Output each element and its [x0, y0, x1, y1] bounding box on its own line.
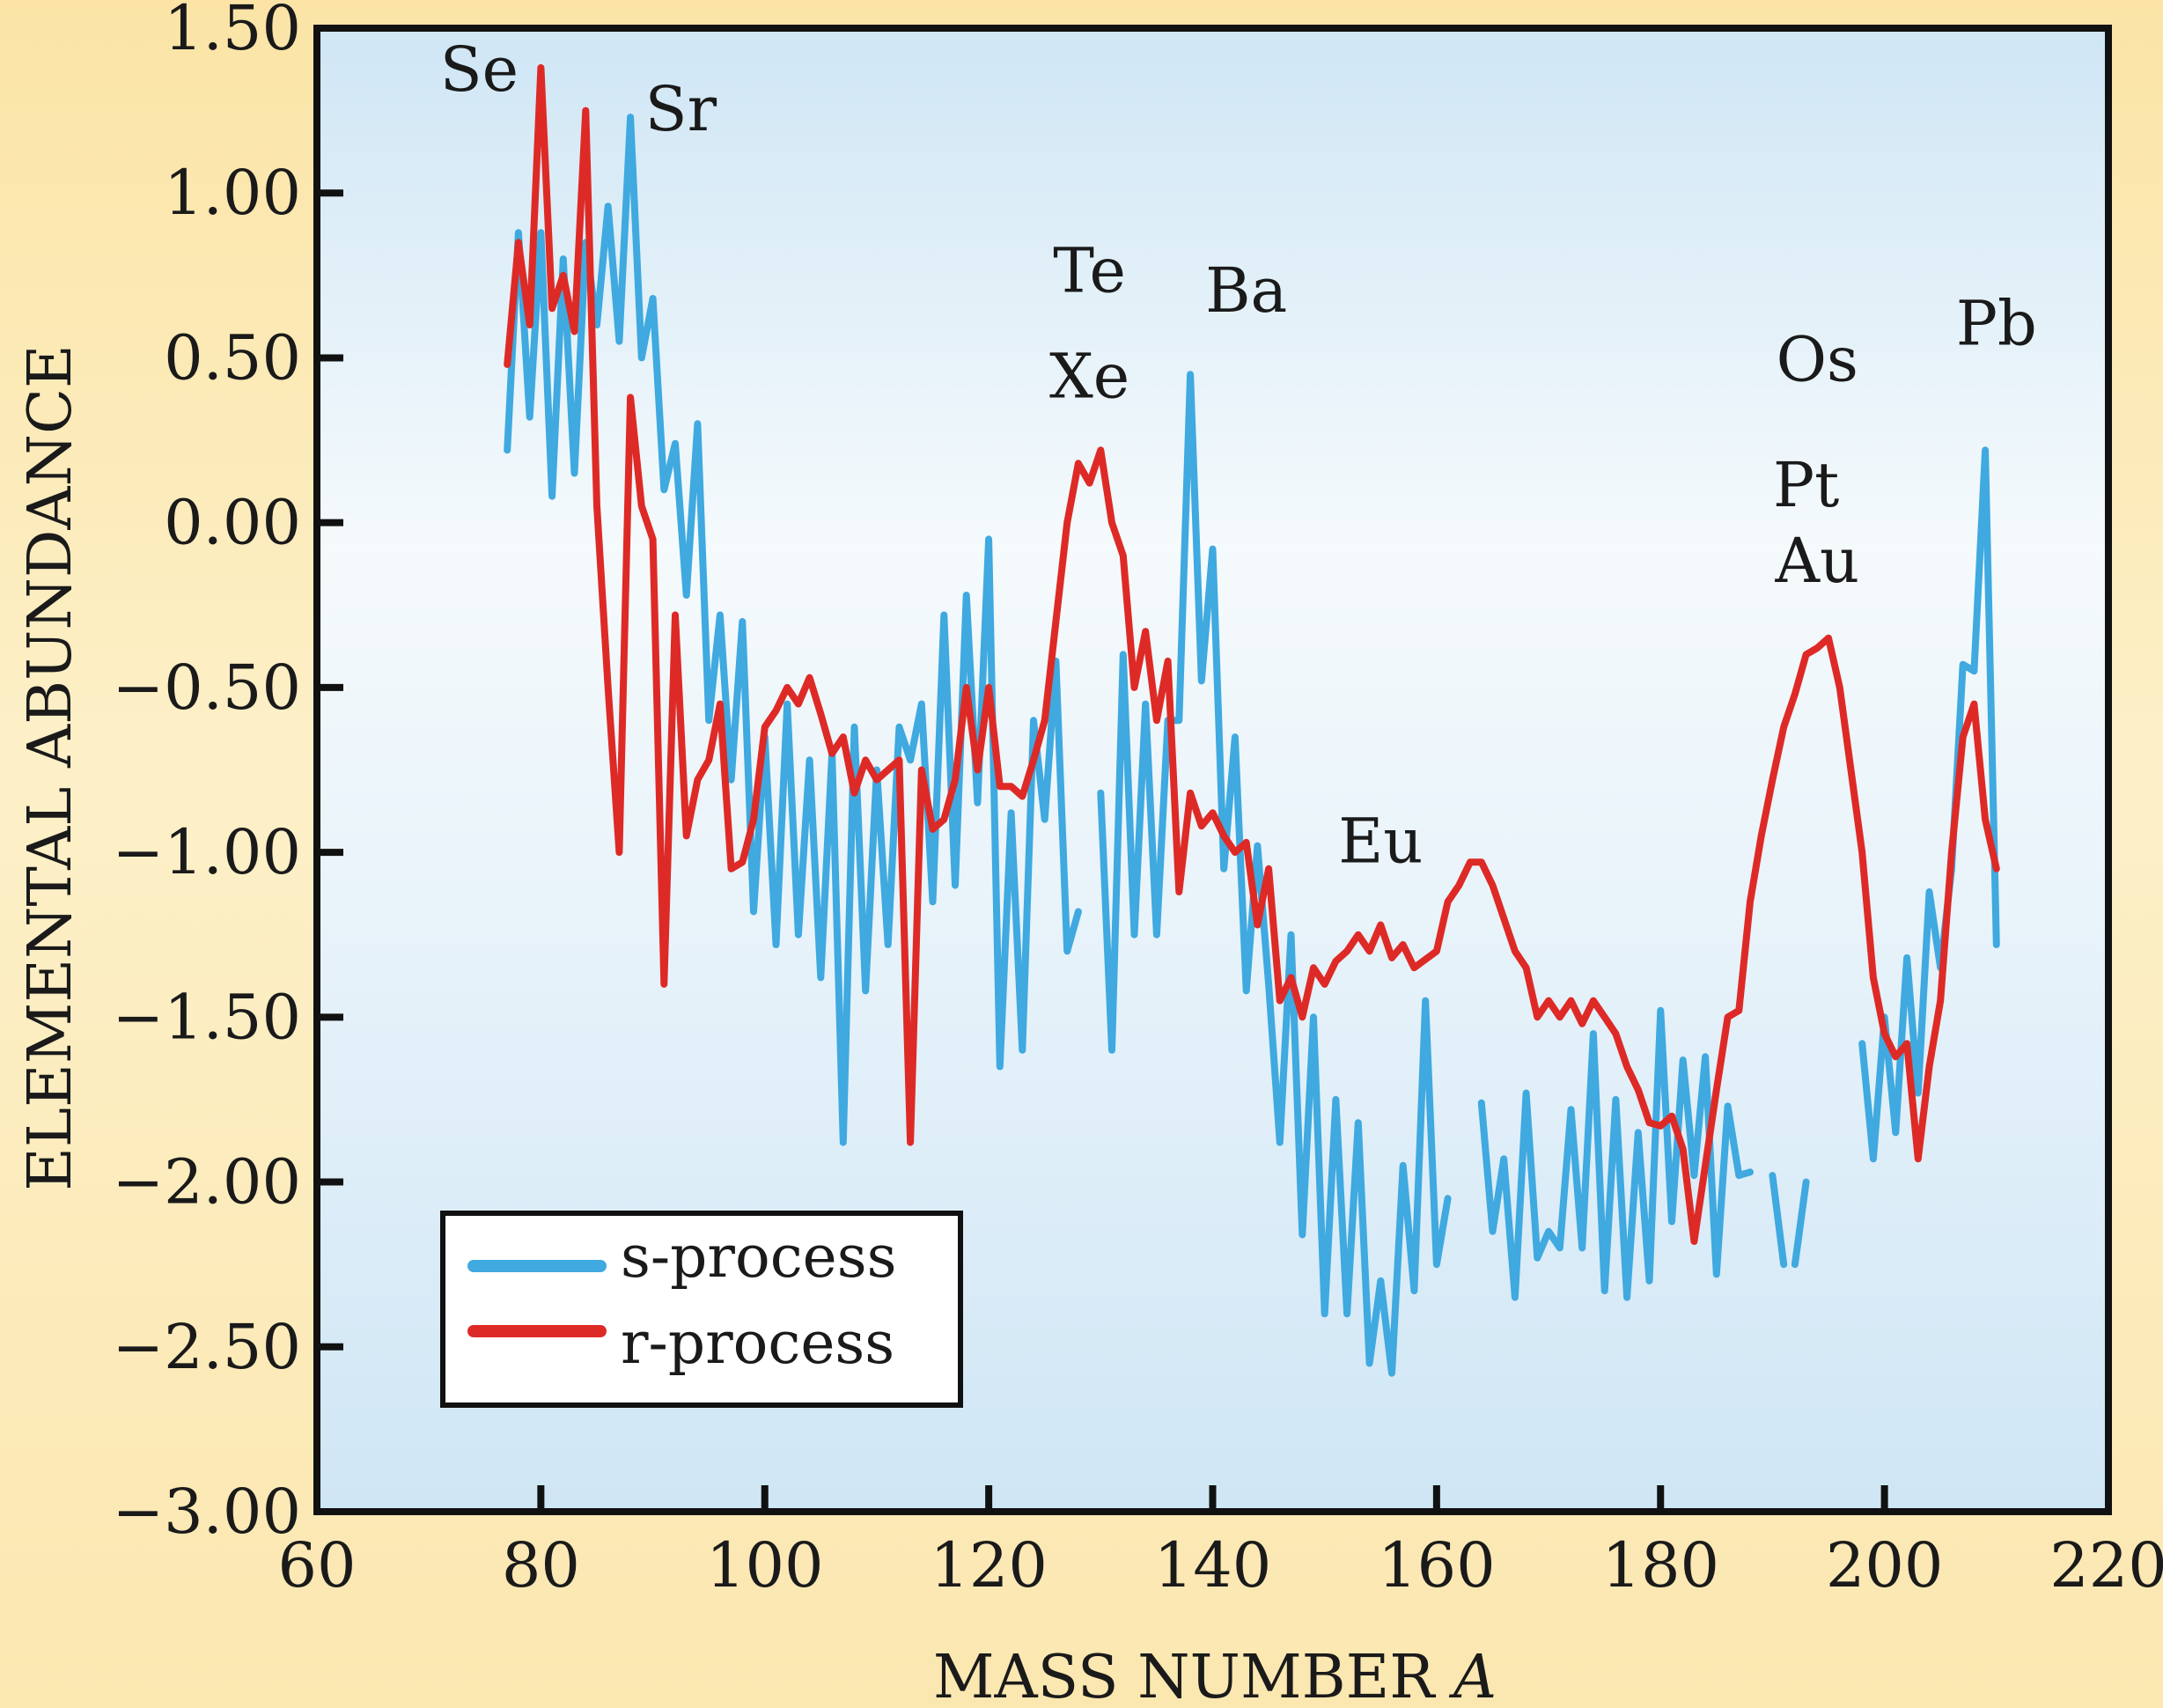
- x-tick-label: 60: [277, 1529, 356, 1601]
- y-tick-label: −2.50: [112, 1311, 301, 1383]
- element-label: Xe: [1049, 340, 1129, 412]
- element-label: Au: [1774, 525, 1859, 597]
- element-label: Pt: [1773, 449, 1839, 521]
- y-tick-label: 0.50: [164, 321, 301, 394]
- legend-label-r-process: r-process: [621, 1309, 894, 1377]
- y-tick-label: −1.50: [112, 981, 301, 1053]
- x-tick-label: 220: [2049, 1529, 2163, 1601]
- series-line-s-process: [1097, 371, 1452, 1377]
- y-axis-title: ELEMENTAL ABUNDANCE: [16, 344, 85, 1190]
- series-line-s-process: [1791, 1178, 1810, 1269]
- series-line-s-process: [1477, 1006, 1754, 1301]
- element-label: Ba: [1205, 254, 1287, 327]
- series-line-s-process: [1769, 1172, 1788, 1269]
- series-line-r-process: [504, 63, 2000, 1245]
- x-tick-label: 160: [1378, 1529, 1496, 1601]
- x-tick-label: 120: [930, 1529, 1048, 1601]
- y-tick-label: −1.00: [112, 816, 301, 888]
- y-tick-label: 1.00: [164, 157, 301, 229]
- legend: s-process r-process: [440, 1211, 963, 1408]
- x-tick-label: 200: [1826, 1529, 1944, 1601]
- element-label: Os: [1777, 324, 1858, 396]
- y-axis: 1.50 1.00 0.50 0.00 −0.50 −1.00 −1.50 −2.00 −2.5…: [112, 0, 343, 1548]
- element-label: Sr: [645, 73, 717, 145]
- x-tick-label: 140: [1154, 1529, 1272, 1601]
- y-tick-label: −3.00: [112, 1476, 301, 1548]
- legend-box: [440, 1211, 963, 1408]
- x-axis: 60 80 100 120 140 160 180 200 220: [277, 1485, 2163, 1601]
- x-tick-label: 180: [1601, 1529, 1719, 1601]
- x-axis-title: MASS NUMBER A: [933, 1643, 1497, 1708]
- series-layer: [504, 63, 2000, 1377]
- x-tick-label: 100: [706, 1529, 824, 1601]
- legend-label-s-process: s-process: [621, 1223, 896, 1291]
- y-tick-label: −0.50: [112, 652, 301, 724]
- element-label: Se: [440, 33, 519, 106]
- element-label: Pb: [1956, 287, 2037, 359]
- x-tick-label: 80: [502, 1529, 580, 1601]
- series-line-s-process: [504, 114, 1082, 1146]
- y-tick-label: 1.50: [164, 0, 301, 64]
- element-label: Te: [1053, 235, 1126, 307]
- y-tick-label: −2.00: [112, 1146, 301, 1218]
- y-tick-label: 0.00: [164, 487, 301, 559]
- element-label: Eu: [1338, 805, 1423, 877]
